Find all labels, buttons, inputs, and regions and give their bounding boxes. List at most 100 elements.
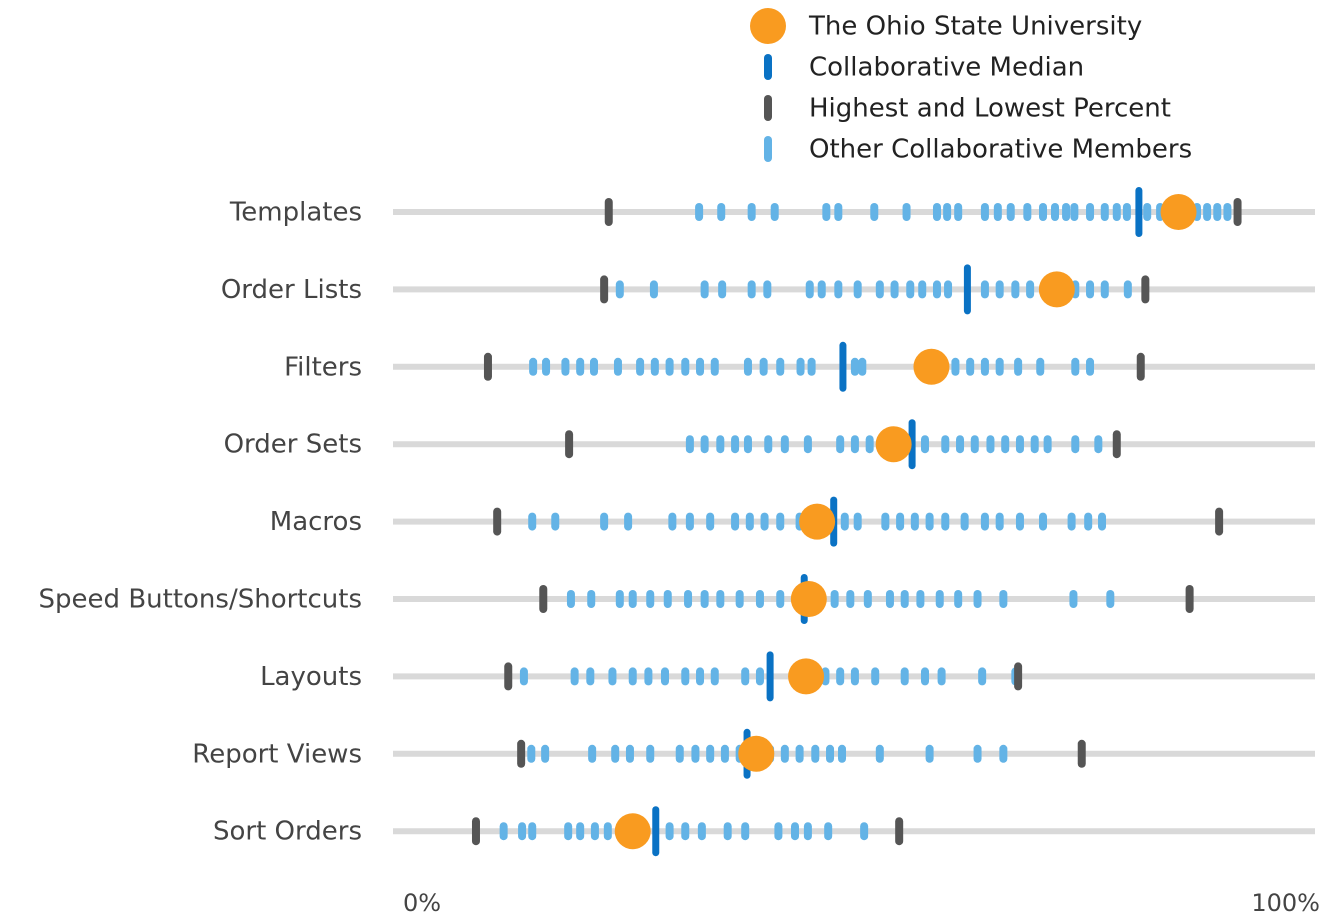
other-member	[1069, 590, 1078, 608]
other-member	[1030, 435, 1039, 454]
other-member	[590, 822, 599, 841]
extreme	[1136, 352, 1145, 381]
other-member	[978, 667, 987, 686]
other-member	[954, 590, 963, 608]
osu-dot	[799, 503, 836, 540]
other-member	[613, 357, 622, 376]
other-member	[1086, 280, 1095, 299]
other-member	[1086, 203, 1095, 221]
other-member	[822, 203, 831, 221]
other-member	[980, 357, 989, 376]
legend-marker	[764, 54, 772, 80]
other-member	[853, 512, 862, 531]
other-member	[527, 744, 536, 763]
other-member	[1084, 512, 1093, 531]
other-member	[608, 667, 617, 686]
other-member	[695, 203, 704, 221]
other-member	[980, 512, 989, 531]
other-member	[646, 590, 655, 608]
other-member	[718, 280, 727, 299]
other-member	[1026, 280, 1035, 299]
other-member	[1001, 435, 1010, 454]
other-member	[745, 512, 754, 531]
other-member	[603, 822, 612, 841]
other-member	[943, 203, 952, 221]
extreme	[539, 585, 548, 613]
other-member	[663, 590, 672, 608]
category-label: Templates	[229, 198, 362, 228]
other-member	[850, 667, 859, 686]
other-member	[776, 590, 785, 608]
other-member	[932, 203, 941, 221]
category-label: Speed Buttons/Shortcuts	[39, 585, 362, 615]
other-member	[611, 744, 620, 763]
other-member	[576, 822, 585, 841]
other-member	[1006, 203, 1015, 221]
other-member	[830, 590, 839, 608]
other-member	[770, 203, 779, 221]
other-member	[741, 667, 750, 686]
extreme	[1014, 662, 1023, 691]
other-member	[838, 744, 847, 763]
other-member	[834, 280, 843, 299]
other-member	[896, 512, 905, 531]
other-member	[755, 667, 764, 686]
other-member	[675, 744, 684, 763]
other-member	[836, 667, 845, 686]
osu-dot	[1160, 194, 1197, 230]
other-member	[803, 822, 812, 841]
other-member	[941, 512, 950, 531]
other-member	[900, 667, 909, 686]
other-member	[681, 357, 690, 376]
other-member	[696, 357, 705, 376]
legend-label: Highest and Lowest Percent	[809, 94, 1171, 124]
legend-label: Other Collaborative Members	[809, 135, 1192, 165]
other-member	[741, 822, 750, 841]
other-member	[840, 512, 849, 531]
other-member	[973, 590, 982, 608]
other-member	[807, 357, 816, 376]
other-member	[681, 667, 690, 686]
other-member	[763, 280, 772, 299]
other-member	[885, 590, 894, 608]
extreme	[1077, 739, 1086, 768]
other-member	[760, 512, 769, 531]
other-member	[1098, 512, 1107, 531]
other-member	[1223, 203, 1232, 221]
other-member	[551, 512, 560, 531]
x-tick-label: 100%	[1251, 889, 1320, 916]
other-member	[1039, 203, 1048, 221]
other-member	[588, 744, 597, 763]
other-member	[764, 435, 773, 454]
other-member	[941, 435, 950, 454]
other-member	[780, 435, 789, 454]
other-member	[700, 590, 709, 608]
other-member	[803, 435, 812, 454]
other-member	[747, 203, 756, 221]
other-member	[716, 590, 725, 608]
other-member	[519, 667, 528, 686]
other-member	[970, 435, 979, 454]
other-member	[700, 435, 709, 454]
other-member	[542, 357, 551, 376]
other-member	[780, 744, 789, 763]
other-member	[681, 822, 690, 841]
other-member	[875, 744, 884, 763]
other-member	[916, 590, 925, 608]
other-member	[910, 512, 919, 531]
other-member	[1106, 590, 1115, 608]
other-member	[925, 512, 934, 531]
other-member	[850, 435, 859, 454]
other-member	[759, 357, 768, 376]
extreme	[1141, 275, 1150, 304]
other-member	[944, 280, 953, 299]
osu-dot	[738, 735, 775, 772]
other-member	[755, 590, 764, 608]
other-member	[528, 512, 537, 531]
other-member	[624, 512, 633, 531]
category-label: Order Lists	[221, 275, 362, 305]
other-member	[743, 357, 752, 376]
other-member	[566, 590, 575, 608]
other-member	[776, 357, 785, 376]
category-label: Order Sets	[224, 430, 362, 460]
